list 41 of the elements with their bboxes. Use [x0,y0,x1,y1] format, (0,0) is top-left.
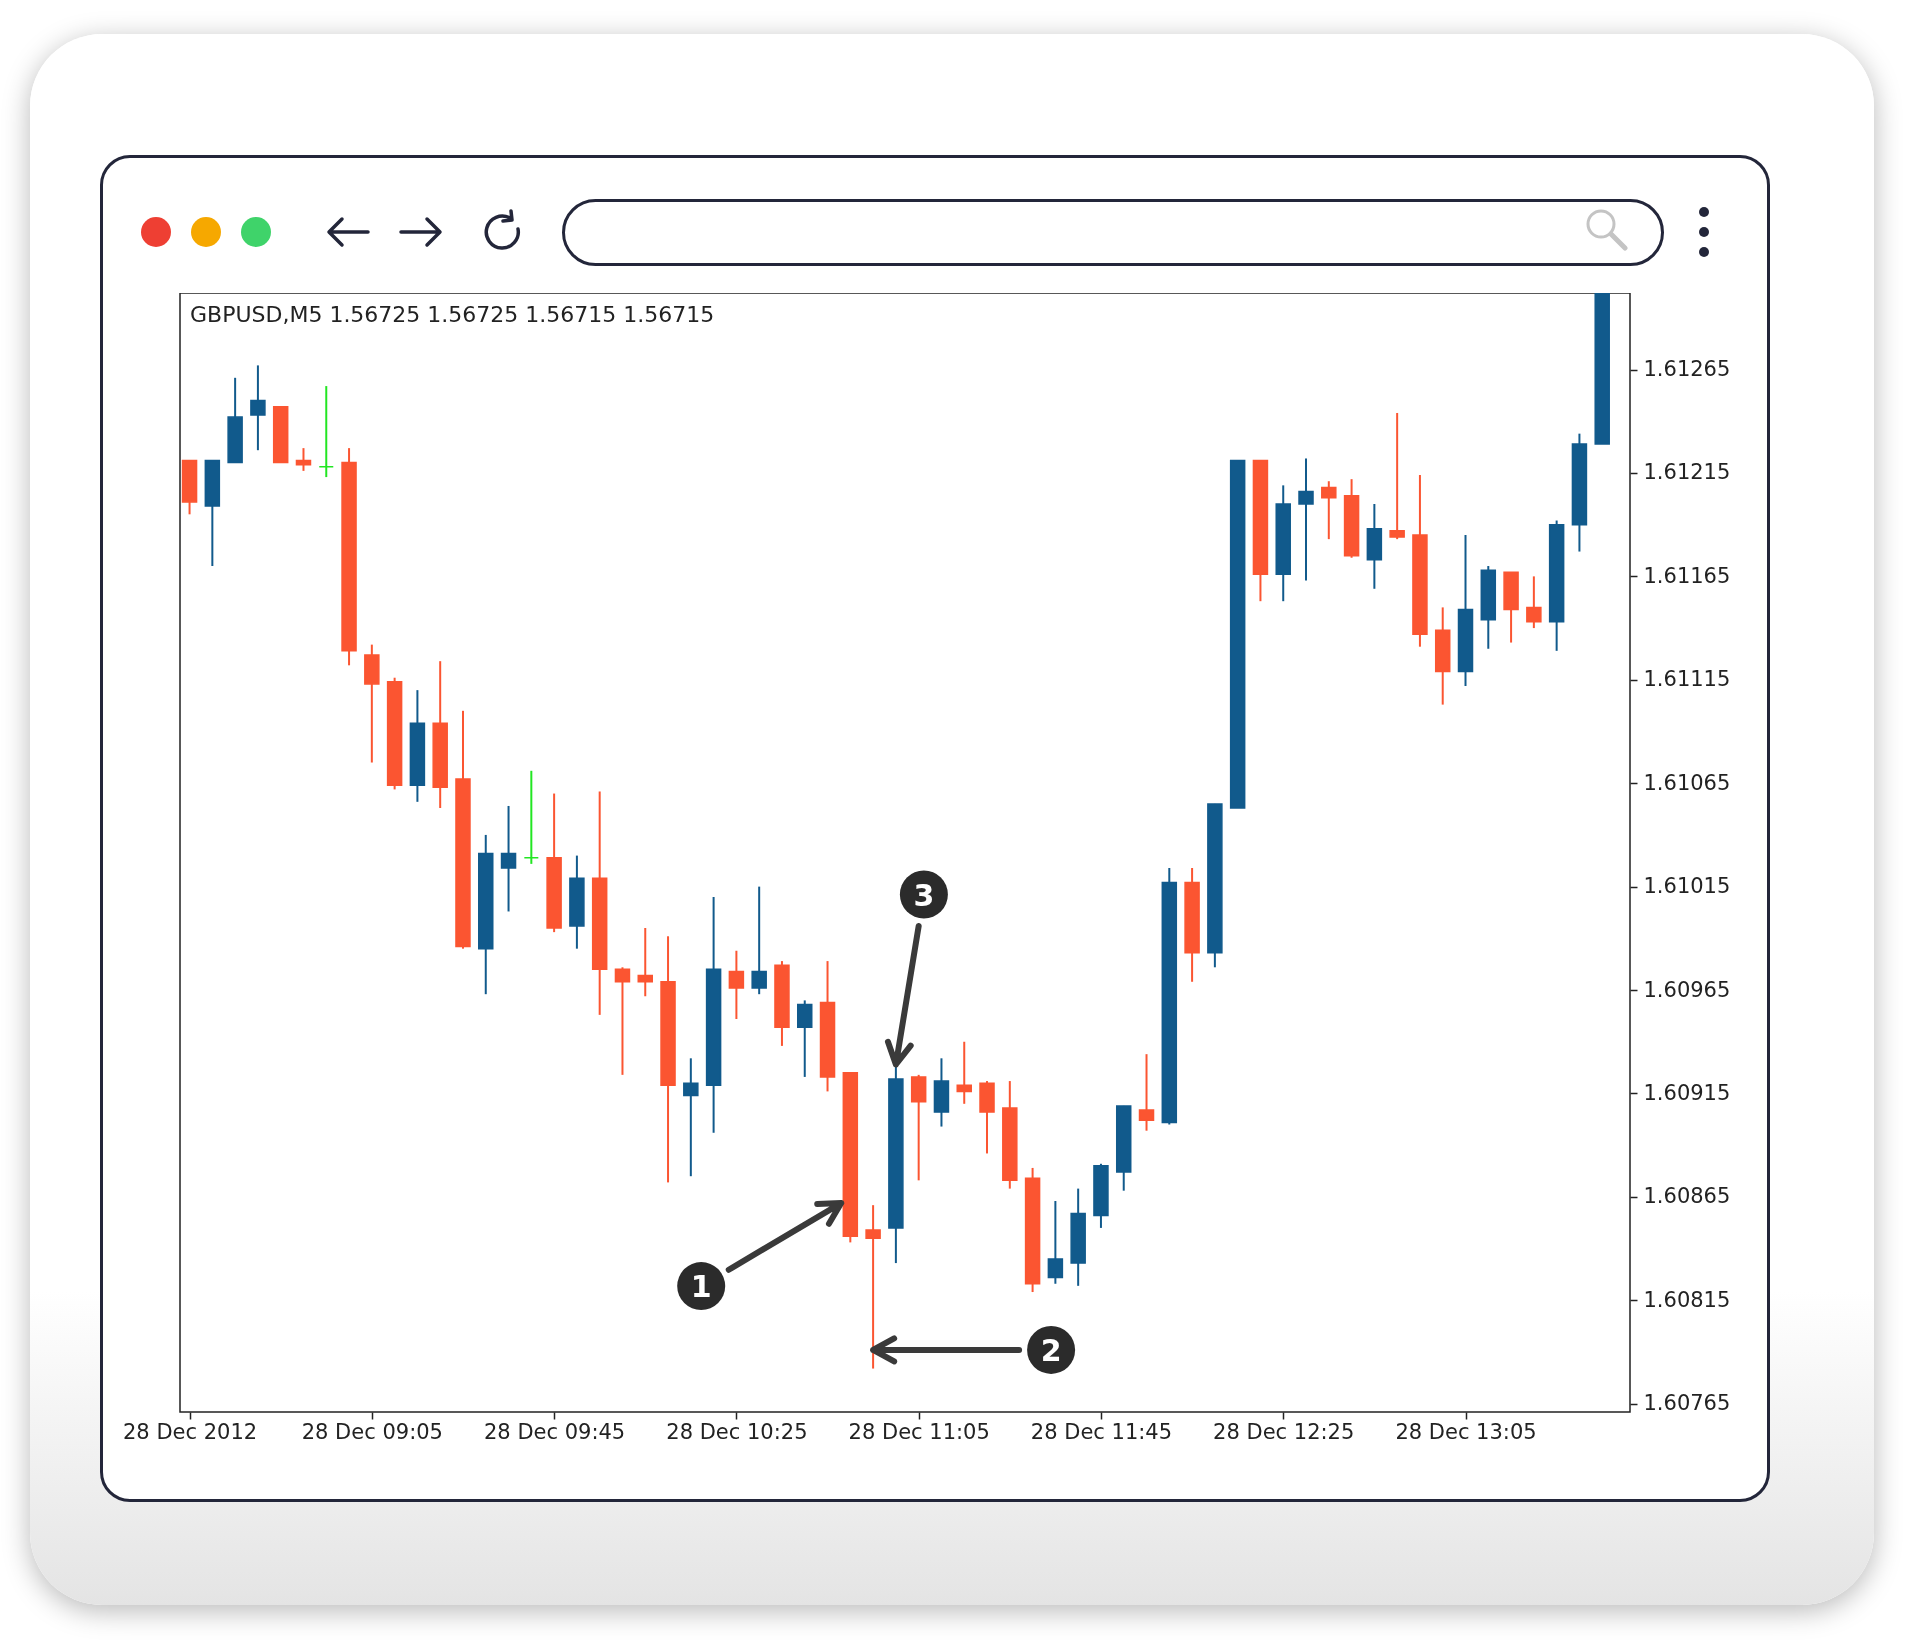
y-tick-label: 1.60815 [1643,1287,1731,1312]
candlestick [1321,480,1337,541]
candlestick [865,1204,881,1370]
candlestick [523,769,540,865]
y-tick-label: 1.60915 [1643,1080,1731,1105]
annotation: 1 [690,1269,712,1305]
y-tick-label: 1.61065 [1643,770,1731,795]
candlestick [637,927,653,998]
candlestick [500,804,517,913]
x-tick-label: 28 Dec 11:45 [1030,1419,1173,1444]
annotation: 2 [1040,1332,1062,1368]
x-tick-label: 28 Dec 09:05 [301,1419,443,1444]
candlestick [797,999,813,1078]
candlestick [683,1057,699,1178]
y-tick-label: 1.61165 [1643,563,1731,588]
candlestick [1526,575,1542,630]
y-tick-label: 1.61015 [1643,874,1731,899]
candlestick [614,966,631,1076]
candlestick [250,364,266,452]
y-tick-label: 1.60765 [1643,1391,1731,1416]
candlestick [318,385,335,479]
candlestick [728,949,745,1021]
x-tick-label: 28 Dec 2012 [122,1419,258,1444]
y-tick-label: 1.60865 [1643,1184,1731,1209]
x-tick-label: 28 Dec 11:05 [848,1419,990,1444]
y-tick-label: 1.61265 [1643,357,1731,382]
annotation: 3 [913,877,935,913]
x-tick-label: 28 Dec 10:25 [666,1419,808,1444]
candlestick [1298,457,1314,582]
candlestick [751,885,767,996]
y-tick-label: 1.61115 [1643,667,1731,692]
chart-title: GBPUSD,M5 1.56725 1.56725 1.56715 1.56715 [190,302,715,327]
candlestick [956,1040,972,1105]
x-tick-label: 28 Dec 12:25 [1213,1419,1355,1444]
x-tick-label: 28 Dec 09:45 [484,1419,626,1444]
y-tick-label: 1.60965 [1643,977,1731,1002]
x-tick-label: 28 Dec 13:05 [1395,1419,1537,1444]
y-tick-label: 1.61215 [1643,460,1731,485]
candlestick [1047,1200,1064,1285]
candlestick [1138,1053,1155,1132]
candlestick [1389,411,1405,541]
